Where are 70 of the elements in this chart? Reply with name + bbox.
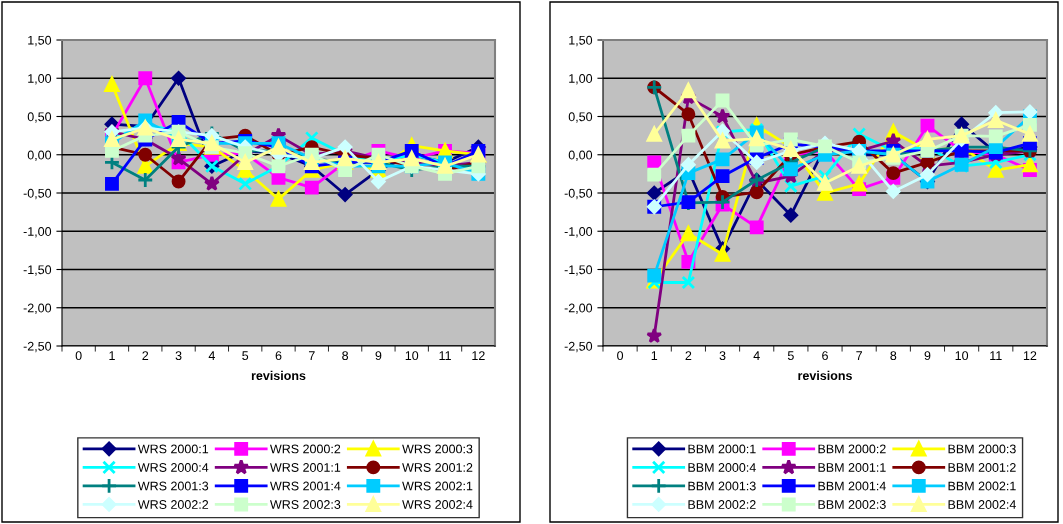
x-tick-label: 3 — [175, 351, 182, 361]
x-tick-label: 10 — [955, 351, 969, 361]
x-tick-label: 11 — [439, 351, 451, 360]
legend-label: WRS 2000:4 — [137, 463, 209, 472]
x-tick-label: 2 — [685, 351, 692, 360]
y-tick-label: -1,00 — [23, 227, 52, 238]
legend-label: WRS 2001:2 — [402, 463, 473, 472]
legend-label: BBM 2001:1 — [818, 463, 886, 472]
legend-label: BBM 2000:2 — [818, 444, 886, 454]
y-tick-label: -2,50 — [564, 341, 593, 353]
x-tick-label: 6 — [275, 351, 282, 361]
y-tick-label: 0,00 — [568, 150, 593, 161]
x-tick-label: 7 — [856, 351, 862, 360]
x-tick-label: 5 — [242, 351, 249, 361]
legend-label: WRS 2001:1 — [270, 463, 341, 472]
x-tick-label: 2 — [142, 351, 149, 360]
x-tick-label: 0 — [75, 351, 82, 361]
y-tick-label: 1,50 — [569, 35, 593, 47]
legend-label: BBM 2002:4 — [948, 500, 1016, 509]
x-tick-label: 3 — [719, 351, 726, 361]
y-tick-label: 0,50 — [27, 112, 52, 123]
y-tick-label: -1,50 — [564, 265, 593, 276]
legend-label: BBM 2002:3 — [818, 500, 886, 509]
y-tick-label: -1,50 — [23, 265, 52, 276]
y-tick-label: 1,50 — [28, 35, 52, 47]
y-tick-label: -1,00 — [564, 227, 593, 238]
legend-label: BBM 2000:1 — [688, 444, 756, 454]
legend-label: WRS 2002:2 — [137, 500, 209, 509]
x-tick-label: 8 — [890, 351, 897, 361]
legend-label: BBM 2000:3 — [948, 444, 1016, 454]
x-tick-label: 1 — [109, 351, 115, 360]
legend-label: BBM 2001:3 — [688, 481, 756, 491]
legend-label: WRS 2000:3 — [402, 444, 473, 454]
x-tick-label: 0 — [617, 351, 624, 361]
legend-label: WRS 2000:1 — [137, 444, 209, 454]
y-tick-label: -0,50 — [564, 188, 593, 200]
legend-label: WRS 2001:4 — [270, 481, 341, 491]
y-tick-label: -2,00 — [23, 303, 52, 314]
legend-label: WRS 2000:2 — [270, 444, 341, 454]
legend-label: BBM 2001:4 — [818, 481, 886, 491]
x-axis-title: revisions — [251, 370, 306, 381]
legend-label: BBM 2001:2 — [948, 463, 1016, 472]
y-tick-label: 0,00 — [27, 150, 52, 161]
y-tick-label: -2,50 — [23, 341, 52, 353]
legend-label: WRS 2001:3 — [137, 481, 209, 491]
y-tick-label: 1,00 — [28, 74, 52, 85]
x-tick-label: 5 — [787, 351, 794, 361]
legend-label: WRS 2002:3 — [270, 500, 341, 509]
x-axis-title: revisions — [798, 370, 852, 381]
legend-label: BBM 2002:2 — [688, 500, 756, 509]
x-tick-label: 10 — [405, 351, 419, 361]
x-tick-label: 4 — [208, 351, 215, 360]
x-tick-label: 7 — [308, 351, 315, 360]
legend-label: WRS 2002:4 — [402, 500, 473, 509]
x-tick-label: 12 — [472, 351, 485, 360]
x-tick-label: 8 — [342, 351, 349, 361]
x-tick-label: 6 — [822, 351, 828, 361]
legend-label: BBM 2000:4 — [688, 463, 756, 472]
legend-label: WRS 2002:1 — [402, 481, 473, 491]
x-tick-label: 9 — [924, 351, 931, 361]
x-tick-label: 12 — [1023, 351, 1037, 360]
x-tick-label: 9 — [375, 351, 382, 361]
x-tick-label: 4 — [753, 351, 760, 360]
x-tick-label: 11 — [990, 351, 1002, 360]
y-tick-label: 1,00 — [569, 74, 593, 85]
y-tick-label: -2,00 — [564, 303, 593, 314]
legend-label: BBM 2002:1 — [948, 481, 1016, 491]
y-tick-label: -0,50 — [23, 188, 52, 200]
x-tick-label: 1 — [651, 351, 658, 360]
y-tick-label: 0,50 — [568, 112, 593, 123]
